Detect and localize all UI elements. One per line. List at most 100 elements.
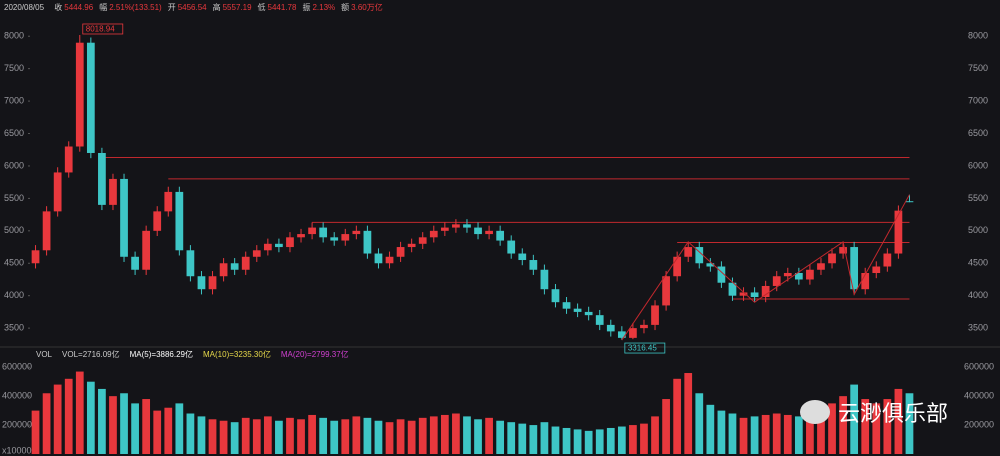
candle-body xyxy=(308,227,316,235)
candle-body xyxy=(275,243,283,248)
volume-bar xyxy=(850,384,859,454)
volume-bar xyxy=(905,393,914,454)
annotation-label: 3316.45 xyxy=(628,344,657,353)
volume-bar xyxy=(319,417,328,454)
y-tick-label: 6000 xyxy=(4,160,24,170)
candle-body xyxy=(562,302,571,309)
candle-body xyxy=(573,308,582,312)
candle-body xyxy=(529,260,538,270)
candle-body xyxy=(828,253,836,264)
annotation-label: 8018.94 xyxy=(86,25,115,34)
candle-body xyxy=(186,250,195,277)
volume-bar xyxy=(872,403,881,454)
candle-body xyxy=(396,247,405,257)
candle-body xyxy=(485,230,493,235)
field-label: 幅 xyxy=(99,3,108,12)
y-tick-label: 4500 xyxy=(4,258,24,268)
y-tick-label-right: 3500 xyxy=(968,323,988,333)
y-tick-label: 6500 xyxy=(4,128,24,138)
candle-body xyxy=(496,230,505,241)
annotation-box xyxy=(82,23,124,35)
volume-bar xyxy=(861,399,870,454)
field-value: 2.13% xyxy=(312,3,336,12)
volume-bar xyxy=(440,414,449,454)
volume-bar xyxy=(64,378,73,454)
candle-body xyxy=(42,211,51,251)
volume-bar xyxy=(186,413,195,454)
volume-bar xyxy=(806,410,814,454)
candle-body xyxy=(330,237,339,241)
candle-body xyxy=(164,191,173,212)
candle-body xyxy=(717,266,726,283)
candle-body xyxy=(761,285,770,297)
candle-body xyxy=(241,256,250,270)
volume-bar xyxy=(297,419,305,454)
volume-bar xyxy=(396,419,405,454)
vol-tick-label: 400000 xyxy=(2,391,32,401)
y-tick-label: 7000 xyxy=(4,95,24,105)
field-label: 额 xyxy=(341,3,350,12)
watermark: 云渺俱乐部 xyxy=(800,396,948,428)
volume-legend: VOL VOL=2716.09亿 MA(5)=3886.29亿 MA(10)=3235… xyxy=(36,349,359,360)
candle-body xyxy=(319,227,328,238)
candle-body xyxy=(905,201,914,203)
candle-body xyxy=(463,224,471,228)
candle-body xyxy=(883,253,892,267)
candle-body xyxy=(651,305,659,325)
vol-tick-label-right: 400000 xyxy=(964,391,994,401)
candle-body xyxy=(872,266,881,273)
volume-bar xyxy=(352,416,361,454)
field-value: 5441.78 xyxy=(267,3,297,12)
volume-bar xyxy=(750,416,759,454)
volume-bar xyxy=(573,429,582,454)
volume-bar xyxy=(363,417,372,454)
candle-body xyxy=(861,272,870,290)
vol-tick-label-right: 600000 xyxy=(964,362,994,372)
volume-bar xyxy=(496,420,505,454)
volume-bar xyxy=(595,429,604,454)
candle-body xyxy=(806,269,814,280)
volume-bar xyxy=(783,414,792,454)
volume-bar xyxy=(684,373,693,454)
trend-line xyxy=(621,194,910,341)
candle-body xyxy=(706,263,715,267)
volume-bar xyxy=(673,378,682,454)
legend-entry: MA(5)=3886.29亿 xyxy=(129,350,193,359)
y-tick-label: 5000 xyxy=(4,225,24,235)
volume-bar xyxy=(341,419,350,454)
volume-bar xyxy=(507,422,516,454)
volume-bar xyxy=(230,422,239,454)
y-tick-label: 8000 xyxy=(4,31,24,41)
volume-bar xyxy=(98,388,106,454)
candle-body xyxy=(53,172,62,212)
vol-unit-label: x100000 xyxy=(2,445,37,455)
volume-bar xyxy=(275,420,283,454)
volume-bar xyxy=(407,420,416,454)
candle-body xyxy=(629,328,637,338)
y-tick-label-right: 7500 xyxy=(968,63,988,73)
y-tick-label-right: 8000 xyxy=(968,31,988,41)
volume-bar xyxy=(385,422,394,454)
volume-bar xyxy=(894,388,903,454)
candle-body xyxy=(153,211,162,231)
volume-bar xyxy=(640,423,648,454)
candle-body xyxy=(120,178,128,257)
volume-bar xyxy=(374,420,383,454)
volume-bar xyxy=(651,416,659,454)
field-value: 3.60万亿 xyxy=(351,3,383,12)
candle-body xyxy=(839,247,847,254)
volume-bar xyxy=(53,384,62,454)
volume-bar xyxy=(330,420,339,454)
volume-bar xyxy=(286,417,294,454)
y-tick-label-right: 4000 xyxy=(968,290,988,300)
volume-bar xyxy=(828,403,836,454)
volume-bar xyxy=(142,399,151,454)
candle-body xyxy=(540,269,549,290)
candle-body xyxy=(86,42,95,153)
volume-bar xyxy=(695,393,704,454)
watermark-text: 云渺俱乐部 xyxy=(838,401,949,426)
volume-bar xyxy=(883,399,892,454)
y-tick-label: 5500 xyxy=(4,193,24,203)
candle-body xyxy=(850,247,859,290)
